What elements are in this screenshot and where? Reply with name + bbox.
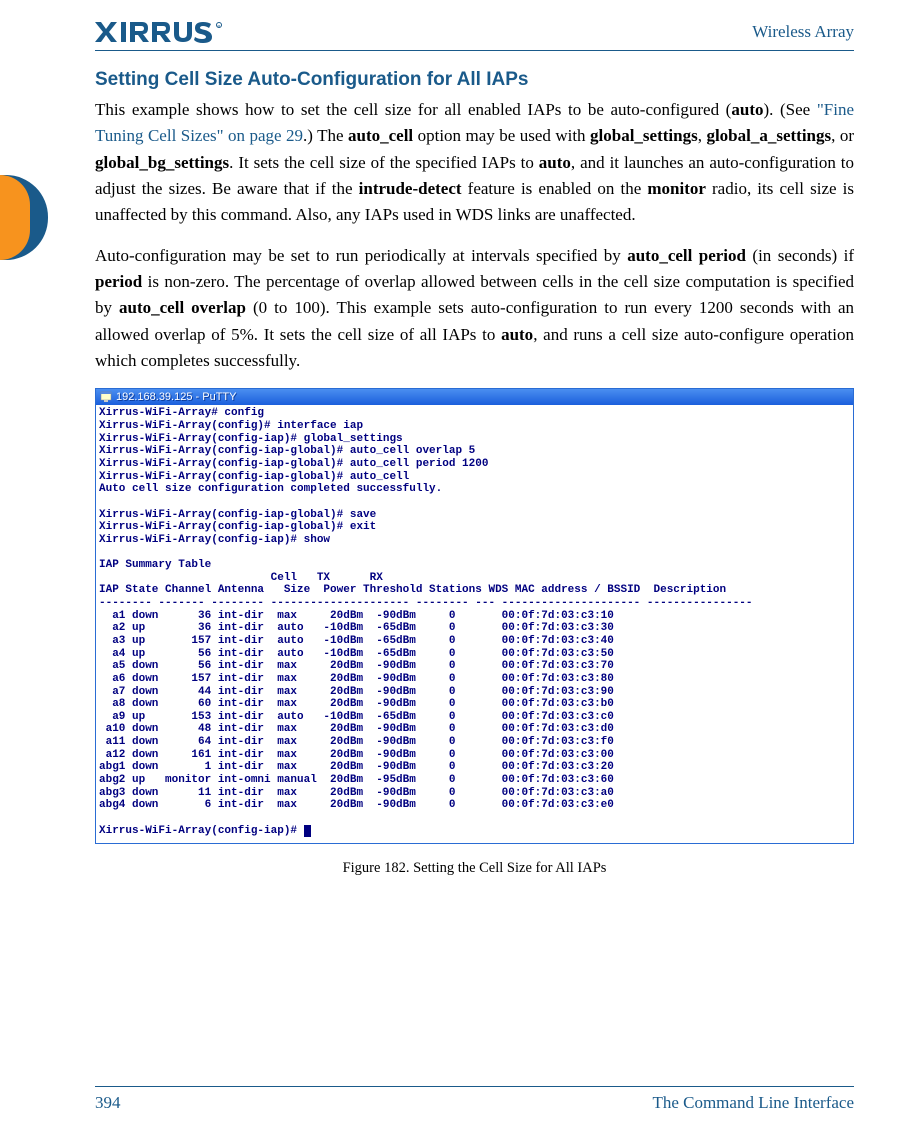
p1-b7: intrude-detect xyxy=(359,179,462,198)
cursor-icon xyxy=(304,825,311,837)
putty-title-text: 192.168.39.125 - PuTTY xyxy=(116,391,236,403)
putty-icon xyxy=(100,391,112,403)
putty-window: 192.168.39.125 - PuTTY Xirrus-WiFi-Array… xyxy=(95,388,854,844)
p1-b6: auto xyxy=(539,153,571,172)
paragraph-2: Auto-configuration may be set to run per… xyxy=(95,243,854,375)
p2-b3: auto_cell overlap xyxy=(119,298,246,317)
p2-b2: period xyxy=(95,272,142,291)
p1-t9: feature is enabled on the xyxy=(462,179,648,198)
p2-t2: (in seconds) if xyxy=(746,246,854,265)
page-footer: 394 The Command Line Interface xyxy=(95,1086,854,1113)
p1-b5: global_bg_settings xyxy=(95,153,229,172)
p1-t1: This example shows how to set the cell s… xyxy=(95,100,731,119)
p1-t4: option may be used with xyxy=(413,126,590,145)
page-header: R Wireless Array xyxy=(95,20,854,51)
paragraph-1: This example shows how to set the cell s… xyxy=(95,97,854,229)
p2-b4: auto xyxy=(501,325,533,344)
putty-titlebar[interactable]: 192.168.39.125 - PuTTY xyxy=(96,389,853,405)
section-title: Setting Cell Size Auto-Configuration for… xyxy=(95,69,854,91)
p1-b1: auto xyxy=(731,100,763,119)
p2-b1: auto_cell period xyxy=(627,246,746,265)
footer-right-text: The Command Line Interface xyxy=(652,1093,854,1113)
svg-text:R: R xyxy=(218,24,221,29)
p1-b3: global_settings xyxy=(590,126,698,145)
footer-page-number: 394 xyxy=(95,1093,121,1113)
header-right-text: Wireless Array xyxy=(752,22,854,42)
page: R Wireless Array Setting Cell Size Auto-… xyxy=(0,0,904,1133)
p1-t2: ). (See xyxy=(763,100,816,119)
figure-caption: Figure 182. Setting the Cell Size for Al… xyxy=(95,860,854,877)
putty-prompt: Xirrus-WiFi-Array(config-iap)# xyxy=(99,825,304,837)
p1-b8: monitor xyxy=(647,179,706,198)
p1-b2: auto_cell xyxy=(348,126,413,145)
side-tab xyxy=(0,175,48,260)
p1-t3: .) The xyxy=(303,126,348,145)
xirrus-logo-icon: R xyxy=(95,20,235,44)
p1-t6: , or xyxy=(831,126,854,145)
putty-body[interactable]: Xirrus-WiFi-Array# config Xirrus-WiFi-Ar… xyxy=(96,405,853,843)
p2-t1: Auto-configuration may be set to run per… xyxy=(95,246,627,265)
p1-t7: . It sets the cell size of the specified… xyxy=(229,153,539,172)
p1-b4: global_a_settings xyxy=(706,126,831,145)
logo: R xyxy=(95,20,235,44)
